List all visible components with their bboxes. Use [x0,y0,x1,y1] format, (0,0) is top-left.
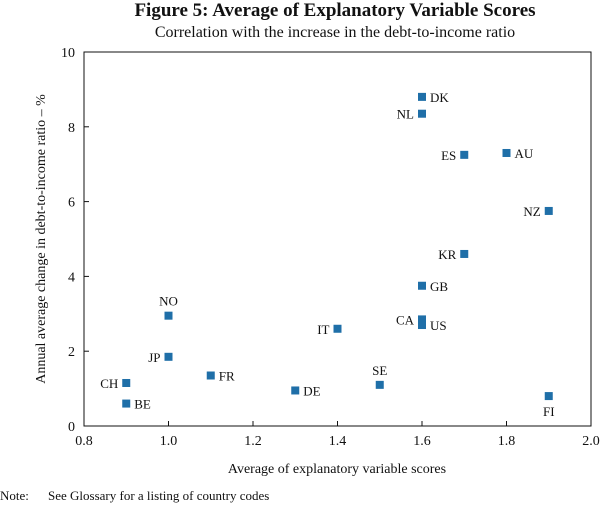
point-label-nz: NZ [523,204,540,219]
y-tick-label: 0 [68,420,75,435]
x-tick-label: 1.6 [413,434,431,449]
x-tick-label: 1.0 [160,434,178,449]
y-tick-label: 10 [61,46,75,61]
x-axis: 0.8 1.0 1.2 1.4 1.6 1.8 2.0 [75,421,600,449]
data-point-ch [122,378,131,387]
chart-title: Figure 5: Average of Explanatory Variabl… [134,0,536,21]
data-point-gb [418,281,426,290]
footnote-text: See Glossary for a listing of country co… [48,488,270,503]
data-point-se [375,380,384,389]
point-label-fr: FR [219,369,235,384]
point-label-ca: CA [396,312,415,327]
data-point-es [460,150,469,159]
data-point-fr [206,371,215,380]
point-label-no: NO [159,294,178,309]
x-tick-label: 2.0 [582,434,600,449]
point-label-ch: CH [100,376,118,391]
footnote: Note: See Glossary for a listing of count… [0,488,269,504]
y-tick-label: 2 [68,345,75,360]
chart-subtitle: Correlation with the increase in the deb… [154,24,516,41]
x-tick-label: 1.8 [498,434,516,449]
x-tick-label: 1.2 [244,434,262,449]
data-point-dk [418,92,426,101]
data-point-us [418,321,426,330]
data-point-jp [164,352,173,361]
data-point-au [502,148,511,157]
data-point-nz [544,206,553,215]
x-tick-label: 1.4 [329,434,347,449]
point-label-kr: KR [438,247,456,262]
y-axis-label: Annual average change in debt-to-income … [34,94,49,384]
y-tick-label: 8 [68,121,75,136]
plot-area-frame [83,51,592,427]
point-label-au: AU [515,146,534,161]
data-point-fi [544,392,553,401]
x-axis-label: Average of explanatory variable scores [228,462,446,477]
point-label-it: IT [317,322,329,337]
point-label-jp: JP [148,350,160,365]
point-label-de: DE [303,383,320,398]
data-point-it [333,324,342,333]
data-point-kr [460,249,469,258]
point-label-fi: FI [543,404,555,419]
point-label-dk: DK [430,90,449,105]
y-tick-label: 4 [68,270,75,285]
data-point-be [122,399,131,408]
y-axis: 0 2 4 6 8 10 [61,46,89,435]
point-label-be: BE [134,397,151,412]
y-tick-label: 6 [68,196,75,211]
footnote-label: Note: [0,488,29,503]
point-label-gb: GB [430,279,448,294]
data-point-de [291,386,300,395]
data-point-nl [418,109,426,118]
data-points: DK NL ES AU NZ KR GB CA US IT NO JP FR SE DE CH BE FI [100,90,554,419]
point-label-es: ES [441,148,456,163]
point-label-se: SE [372,363,387,378]
data-point-no [164,311,173,320]
data-point-ca [418,315,426,324]
point-label-nl: NL [397,107,414,122]
x-tick-label: 0.8 [75,434,93,449]
point-label-us: US [430,318,447,333]
